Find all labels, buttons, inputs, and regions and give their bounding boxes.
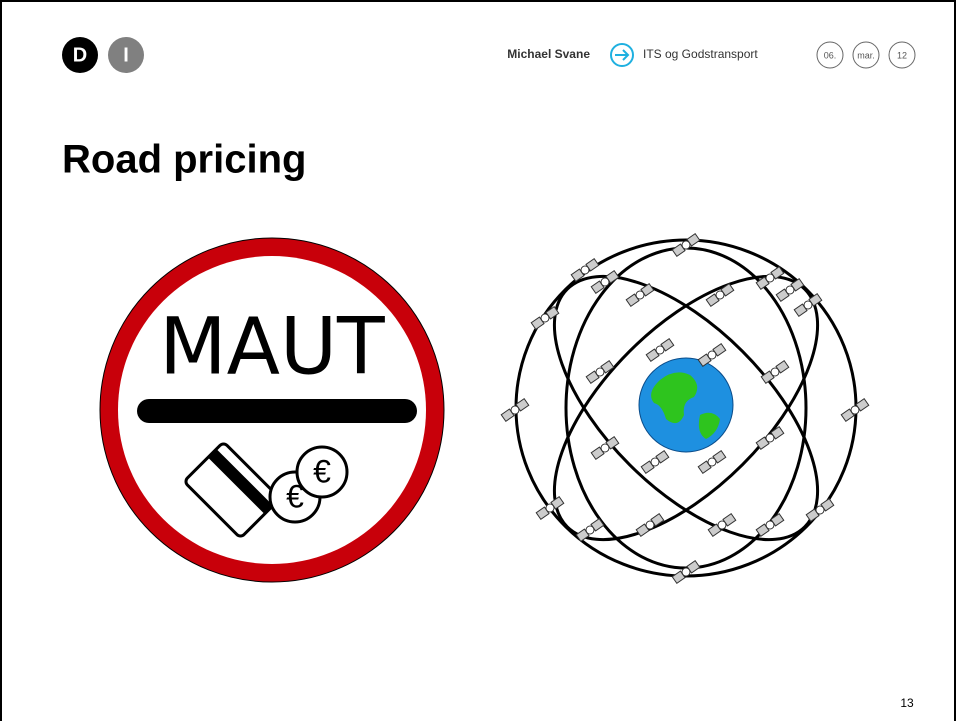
sign-text: MAUT bbox=[159, 302, 385, 392]
earth bbox=[639, 358, 733, 452]
coin-symbol: € bbox=[313, 453, 331, 489]
logo-letter: I bbox=[123, 44, 129, 66]
author: Michael Svane bbox=[507, 47, 590, 61]
logo-letter: D bbox=[73, 44, 87, 66]
date-part: 12 bbox=[897, 50, 907, 60]
page-number: 13 bbox=[900, 696, 914, 710]
slide: D I Michael Svane ITS og Godstransport 0… bbox=[0, 0, 956, 721]
sign-bar bbox=[137, 399, 417, 423]
slide-title: Road pricing bbox=[62, 138, 306, 182]
topic: ITS og Godstransport bbox=[643, 47, 758, 61]
date-part: 06. bbox=[824, 50, 837, 60]
date-part: mar. bbox=[857, 50, 875, 60]
